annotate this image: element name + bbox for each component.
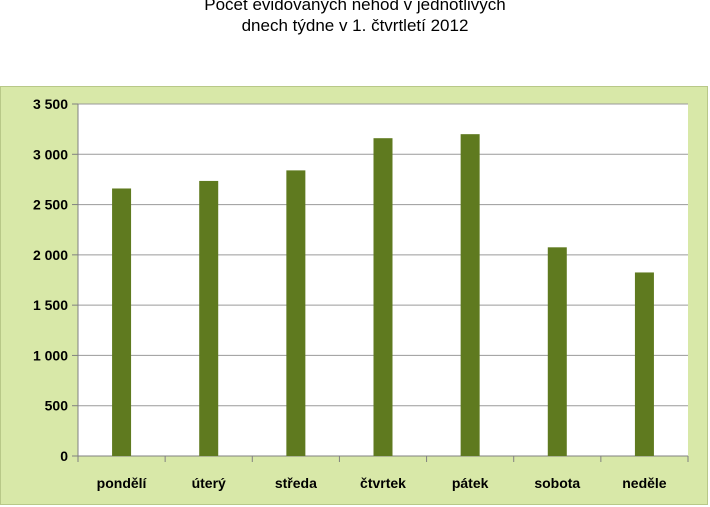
bar-sobota <box>547 247 567 456</box>
x-tick-label-čtvrtek: čtvrtek <box>360 475 406 491</box>
bar-pondělí <box>112 188 132 457</box>
bar-středa <box>286 170 306 456</box>
y-tick-label-1000: 1 000 <box>33 347 68 363</box>
bar-pátek <box>460 134 480 456</box>
y-tick-label-1500: 1 500 <box>33 297 68 313</box>
y-tick-label-3000: 3 000 <box>33 146 68 162</box>
y-tick-label-2000: 2 000 <box>33 247 68 263</box>
y-tick-label-2500: 2 500 <box>33 197 68 213</box>
bar-neděle <box>634 272 654 456</box>
y-tick-label-500: 500 <box>45 398 69 414</box>
bar-čtvrtek <box>373 138 393 457</box>
y-tick-label-3500: 3 500 <box>33 96 68 112</box>
y-tick-label-0: 0 <box>60 448 68 464</box>
x-tick-label-pátek: pátek <box>452 475 489 491</box>
x-tick-label-neděle: neděle <box>622 475 667 491</box>
chart-title-line-2: dnech týdne v 1. čtvrtletí 2012 <box>241 16 469 35</box>
bar-úterý <box>199 180 219 457</box>
chart-title-line-1: Počet evidovaných nehod v jednotlivých <box>204 0 506 14</box>
x-tick-label-středa: středa <box>275 475 317 491</box>
x-tick-label-úterý: úterý <box>192 475 226 491</box>
x-tick-label-pondělí: pondělí <box>97 475 148 491</box>
chart-title: Počet evidovaných nehod v jednotlivých d… <box>0 0 710 36</box>
x-tick-label-sobota: sobota <box>534 475 580 491</box>
